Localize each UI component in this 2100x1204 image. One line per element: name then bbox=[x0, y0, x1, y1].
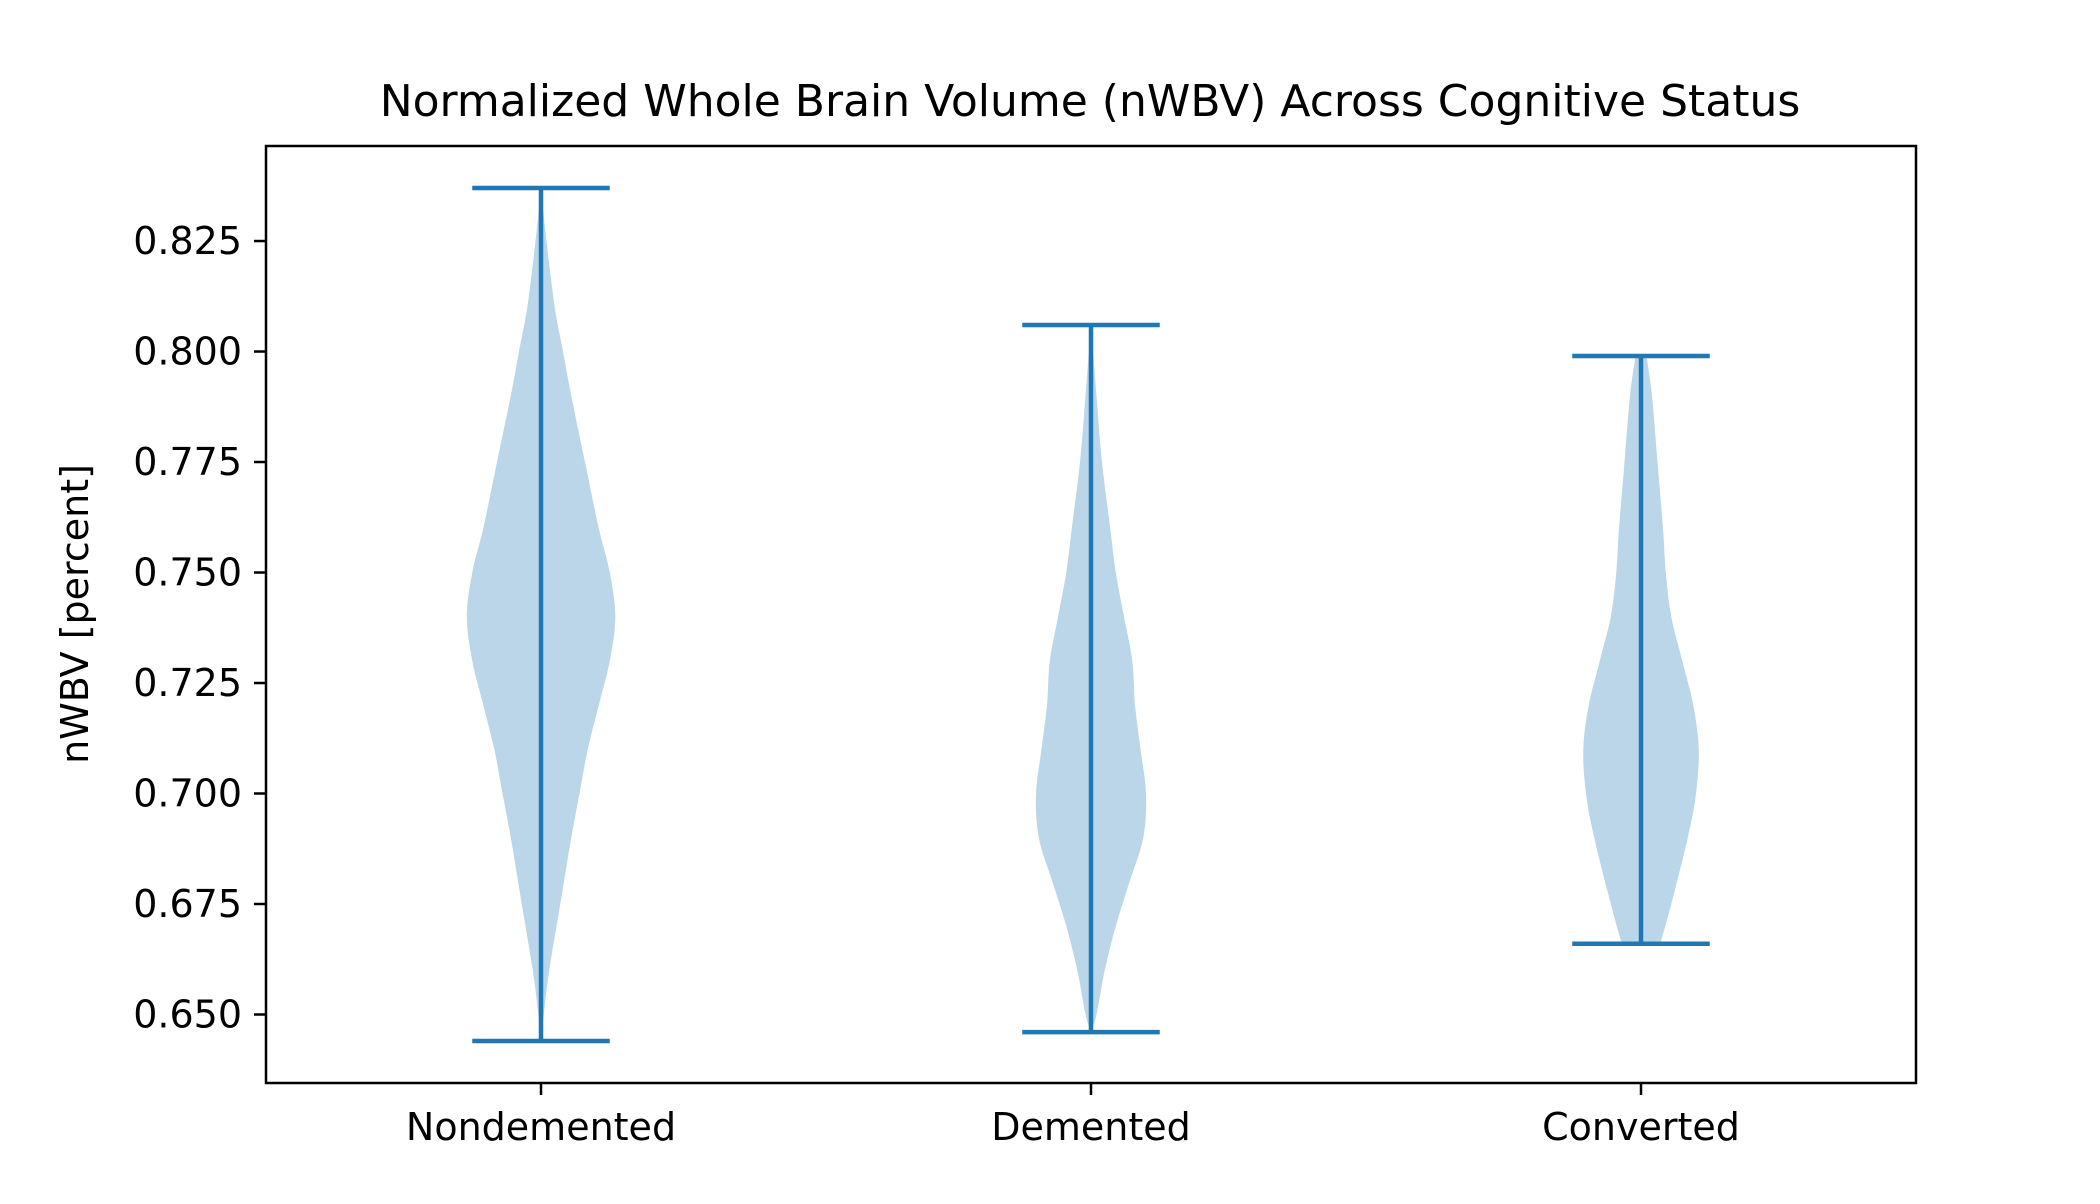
y-tick-label: 0.700 bbox=[133, 772, 242, 816]
y-tick-label: 0.800 bbox=[133, 330, 242, 374]
y-tick-label: 0.725 bbox=[133, 661, 242, 705]
x-tick-label: Converted bbox=[1542, 1105, 1740, 1149]
y-axis-label: nWBV [percent] bbox=[53, 464, 97, 764]
y-tick-label: 0.775 bbox=[133, 440, 242, 484]
y-tick-label: 0.650 bbox=[133, 992, 242, 1036]
violin-bodies bbox=[466, 188, 1699, 1041]
x-tick-label: Nondemented bbox=[406, 1105, 676, 1149]
plot-area-frame bbox=[264, 144, 1918, 1085]
y-tick-label: 0.675 bbox=[133, 882, 242, 926]
chart-title: Normalized Whole Brain Volume (nWBV) Acr… bbox=[380, 76, 1801, 127]
x-tick-label: Demented bbox=[991, 1105, 1191, 1149]
y-tick-label: 0.750 bbox=[133, 551, 242, 595]
violin-whiskers bbox=[472, 185, 1710, 1044]
y-tick-label: 0.825 bbox=[133, 219, 242, 263]
x-axis: Nondemented Demented Converted bbox=[406, 1083, 1740, 1149]
y-axis: 0.650 0.675 0.700 0.725 0.750 0.775 0.800 0.825 bbox=[133, 219, 266, 1036]
